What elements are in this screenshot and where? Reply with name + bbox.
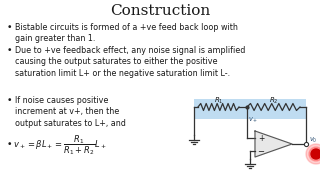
Text: Due to +ve feedback effect, any noise signal is amplified
causing the output sat: Due to +ve feedback effect, any noise si…	[15, 46, 245, 78]
Text: Construction: Construction	[110, 4, 210, 18]
Text: +: +	[258, 134, 264, 143]
Text: •: •	[7, 140, 12, 149]
Text: •: •	[7, 46, 12, 55]
Text: •: •	[7, 23, 12, 32]
Text: $v_0$: $v_0$	[309, 135, 317, 145]
Polygon shape	[255, 131, 292, 157]
Text: Bistable circuits is formed of a +ve feed back loop with
gain greater than 1.: Bistable circuits is formed of a +ve fee…	[15, 23, 238, 43]
Text: $R_1$: $R_1$	[214, 96, 223, 106]
Text: If noise causes positive
increment at v+, then the
output saturates to L+, and: If noise causes positive increment at v+…	[15, 96, 126, 128]
Circle shape	[311, 149, 320, 159]
Text: $v_+$: $v_+$	[248, 116, 258, 125]
FancyBboxPatch shape	[194, 99, 306, 119]
Text: $R_2$: $R_2$	[269, 96, 278, 106]
Text: •: •	[7, 96, 12, 105]
Circle shape	[306, 144, 320, 164]
Text: −: −	[258, 147, 265, 156]
Text: $v_+ = \beta L_+ = \dfrac{R_1}{R_1+R_2} L_+$: $v_+ = \beta L_+ = \dfrac{R_1}{R_1+R_2} …	[13, 133, 107, 157]
Circle shape	[309, 147, 320, 161]
